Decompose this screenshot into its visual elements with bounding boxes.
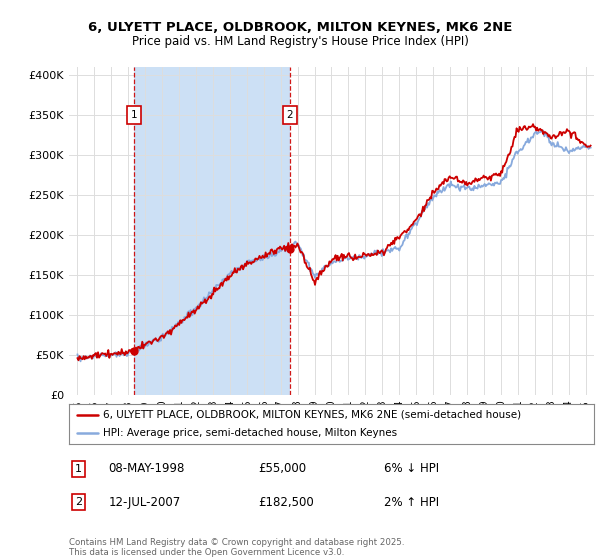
Text: 6, ULYETT PLACE, OLDBROOK, MILTON KEYNES, MK6 2NE (semi-detached house): 6, ULYETT PLACE, OLDBROOK, MILTON KEYNES… <box>103 410 521 419</box>
Text: Price paid vs. HM Land Registry's House Price Index (HPI): Price paid vs. HM Land Registry's House … <box>131 35 469 48</box>
Text: £55,000: £55,000 <box>258 462 306 475</box>
Bar <box>134 67 290 395</box>
Text: HPI: Average price, semi-detached house, Milton Keynes: HPI: Average price, semi-detached house,… <box>103 428 397 438</box>
Text: 12-JUL-2007: 12-JUL-2007 <box>109 496 181 509</box>
Text: 2% ↑ HPI: 2% ↑ HPI <box>384 496 439 509</box>
Text: 1: 1 <box>131 110 137 120</box>
Text: 2: 2 <box>286 110 293 120</box>
Text: 6% ↓ HPI: 6% ↓ HPI <box>384 462 439 475</box>
Text: £182,500: £182,500 <box>258 496 314 509</box>
Text: 6, ULYETT PLACE, OLDBROOK, MILTON KEYNES, MK6 2NE: 6, ULYETT PLACE, OLDBROOK, MILTON KEYNES… <box>88 21 512 34</box>
Text: 08-MAY-1998: 08-MAY-1998 <box>109 462 185 475</box>
Text: Contains HM Land Registry data © Crown copyright and database right 2025.
This d: Contains HM Land Registry data © Crown c… <box>69 538 404 557</box>
Text: 2: 2 <box>75 497 82 507</box>
Text: 1: 1 <box>75 464 82 474</box>
